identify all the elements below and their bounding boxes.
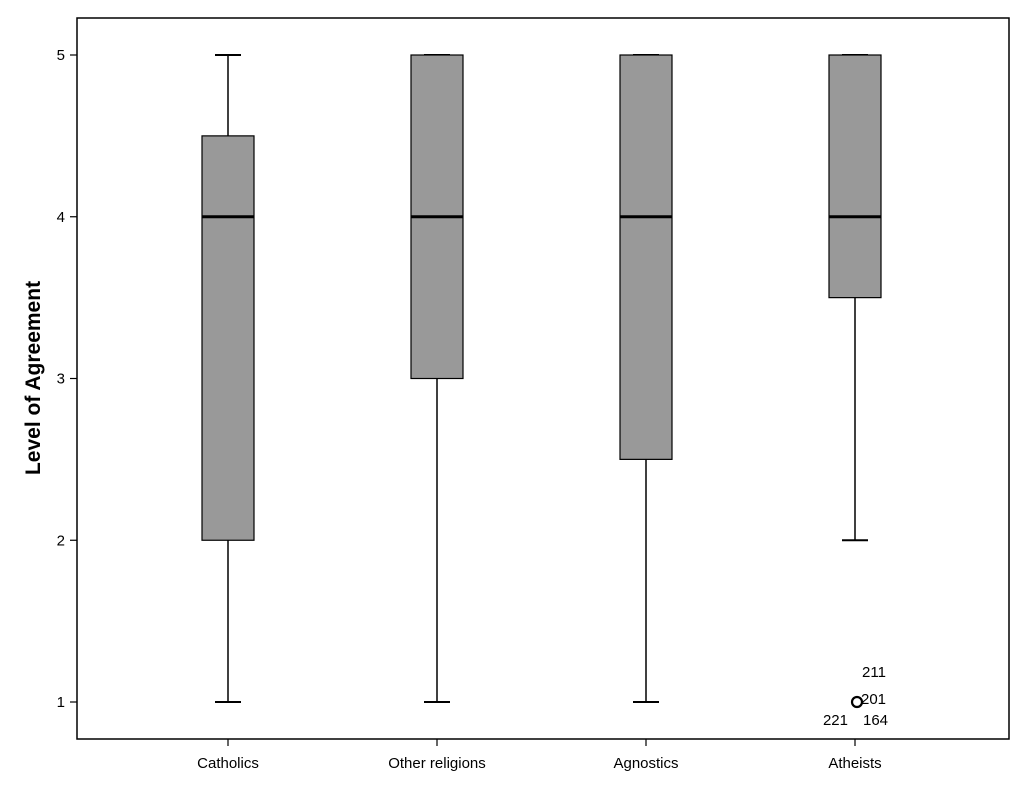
iqr-box xyxy=(828,54,882,299)
y-axis: 1 2 3 4 5 xyxy=(57,47,77,711)
outlier-label: 211 xyxy=(862,664,886,681)
outlier-series: 211 201 221 164 xyxy=(823,664,888,729)
y-tick-label: 3 xyxy=(57,371,65,388)
box-series xyxy=(201,54,882,703)
outlier-label: 221 xyxy=(823,712,848,729)
outlier-point xyxy=(850,695,864,709)
x-tick-label: Agnostics xyxy=(613,755,678,772)
box-catholics xyxy=(201,54,255,703)
y-axis-label: Level of Agreement xyxy=(22,281,45,475)
iqr-box xyxy=(619,54,673,460)
box-agnostics xyxy=(619,54,673,703)
outlier-label: 164 xyxy=(863,712,888,729)
x-tick-label: Atheists xyxy=(828,755,881,772)
box-atheists xyxy=(828,54,882,542)
x-tick-label: Catholics xyxy=(197,755,259,772)
outlier-label: 201 xyxy=(861,691,886,708)
y-tick-label: 2 xyxy=(57,532,65,549)
iqr-box xyxy=(201,135,255,541)
x-axis: Catholics Other religions Agnostics Atheist… xyxy=(197,739,882,772)
y-tick-label: 1 xyxy=(57,694,65,711)
x-tick-label: Other religions xyxy=(388,755,486,772)
box-other-religions xyxy=(410,54,464,703)
y-tick-label: 4 xyxy=(57,209,65,226)
y-tick-label: 5 xyxy=(57,47,65,64)
